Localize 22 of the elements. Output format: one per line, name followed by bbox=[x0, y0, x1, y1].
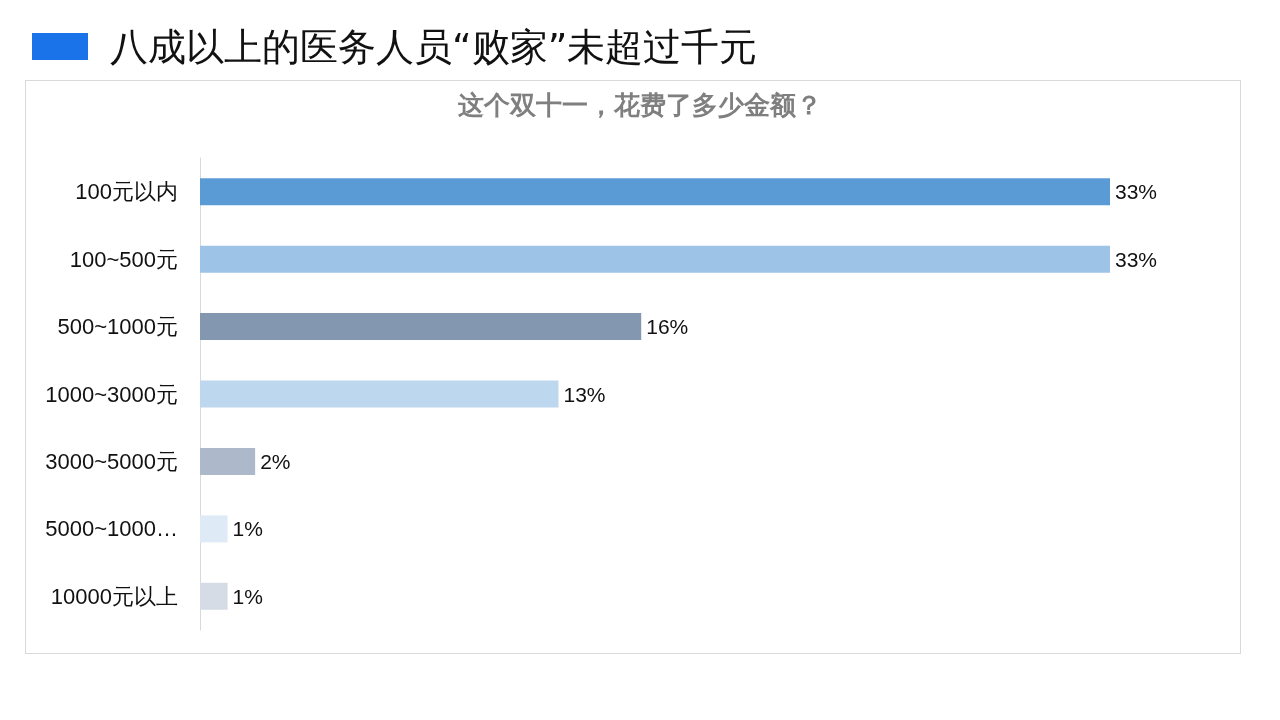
data-label: 1% bbox=[232, 517, 263, 541]
y-tick-label: 5000~1000… bbox=[45, 516, 178, 542]
y-tick-label: 100元以内 bbox=[75, 179, 178, 205]
data-label: 33% bbox=[1115, 247, 1158, 271]
bar bbox=[200, 178, 1110, 206]
chart-subtitle: 这个双十一，花费了多少金额？ bbox=[457, 89, 823, 122]
data-label: 33% bbox=[1115, 180, 1158, 204]
chart-title: 八成以上的医务人员“败家”未超过千元 bbox=[110, 24, 758, 71]
y-tick-label: 3000~5000元 bbox=[45, 448, 178, 474]
data-label: 16% bbox=[646, 315, 689, 339]
bar bbox=[200, 447, 256, 475]
data-label: 2% bbox=[260, 449, 291, 473]
y-tick-label: 100~500元 bbox=[69, 246, 178, 272]
data-label: 1% bbox=[232, 584, 263, 608]
bar bbox=[200, 380, 559, 408]
bar bbox=[200, 313, 642, 341]
y-tick-label: 10000元以上 bbox=[50, 583, 178, 609]
y-tick-label: 500~1000元 bbox=[57, 314, 178, 340]
data-label: 13% bbox=[563, 382, 606, 406]
bar bbox=[200, 515, 228, 543]
y-tick-label: 1000~3000元 bbox=[45, 381, 178, 407]
bar bbox=[200, 245, 1110, 273]
